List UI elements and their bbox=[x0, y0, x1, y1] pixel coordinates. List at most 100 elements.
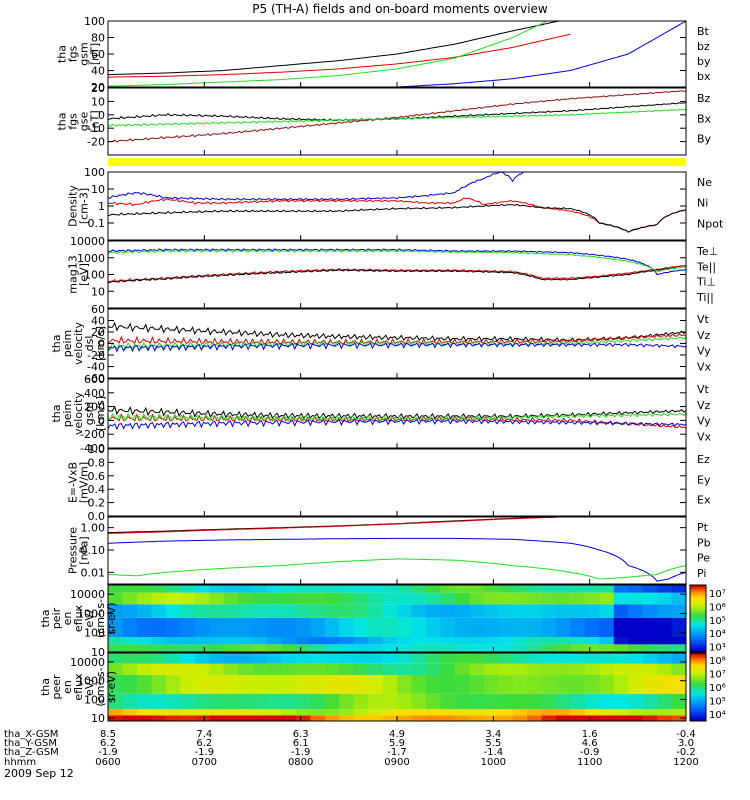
peer-eflux-cell bbox=[440, 693, 456, 710]
peir-eflux-cell bbox=[238, 644, 254, 652]
colorbar-cell bbox=[690, 618, 706, 622]
temperature-line-Te bbox=[108, 264, 686, 283]
peer-eflux-cell bbox=[310, 663, 326, 676]
peer-eflux-cell bbox=[353, 693, 369, 710]
x-tick-label: 6.3 bbox=[293, 729, 309, 740]
peir-eflux-cell bbox=[194, 585, 210, 593]
peer-eflux-cell bbox=[180, 715, 196, 721]
y-tick-label: 10000 bbox=[70, 656, 105, 669]
peir-eflux-cell bbox=[671, 644, 686, 652]
peer-eflux-cell bbox=[642, 693, 658, 710]
peer-eflux-cell bbox=[324, 693, 340, 710]
y-axis-label: thapeerenefluxeV/(cm²-s-sr-eV) bbox=[39, 667, 118, 706]
colorbar-cell bbox=[690, 700, 706, 704]
peir-eflux-cell bbox=[411, 592, 427, 605]
peir-eflux-cell bbox=[310, 592, 326, 605]
peer-eflux-cell bbox=[397, 715, 413, 721]
peer-eflux-cell bbox=[324, 653, 340, 664]
peer-eflux-cell bbox=[382, 663, 398, 676]
legend-label: Pi bbox=[697, 567, 706, 580]
peir-eflux-cell bbox=[151, 644, 167, 652]
peir-eflux-cell bbox=[339, 637, 355, 645]
peer-eflux-cell bbox=[483, 675, 499, 694]
peer-eflux-cell bbox=[281, 693, 297, 710]
peer-eflux-cell bbox=[252, 709, 268, 716]
peir-eflux-cell bbox=[136, 585, 152, 593]
peer-eflux-cell bbox=[368, 715, 384, 721]
peer-eflux-cell bbox=[512, 693, 528, 710]
legend-label: Vt bbox=[697, 313, 710, 326]
peir-eflux-cell bbox=[238, 617, 254, 638]
colorbar-cell bbox=[690, 657, 706, 661]
peer-eflux-cell bbox=[584, 709, 600, 716]
peir-eflux-cell bbox=[483, 644, 499, 652]
y-tick-label: 0.01 bbox=[81, 566, 106, 579]
peir-eflux-cell bbox=[209, 637, 225, 645]
peir-eflux-cell bbox=[151, 617, 167, 638]
peir-eflux-cell bbox=[613, 592, 629, 605]
colorbar-cell bbox=[690, 636, 706, 640]
peir-eflux-cell bbox=[469, 585, 485, 593]
peir-eflux-cell bbox=[194, 637, 210, 645]
legend-label: Ti|| bbox=[696, 291, 714, 304]
peir-eflux-cell bbox=[570, 604, 586, 618]
peir-eflux-colorbar: 10⁷ 10⁶ 10⁵ 10⁴ 10³ bbox=[689, 584, 726, 654]
peir-eflux-cell bbox=[295, 592, 311, 605]
fgs-mag-series bbox=[108, 21, 686, 87]
peer-eflux-cell bbox=[108, 653, 124, 664]
peer-eflux-cell bbox=[151, 715, 167, 721]
peir-eflux-cell bbox=[223, 592, 239, 605]
colorbar-cell bbox=[690, 698, 706, 702]
temperature-series bbox=[108, 248, 686, 284]
efield-frame bbox=[107, 448, 687, 517]
legend-label: Pb bbox=[697, 536, 711, 549]
peir-eflux-cell bbox=[512, 604, 528, 618]
peir-eflux-cell bbox=[469, 637, 485, 645]
peir-eflux-cell bbox=[209, 644, 225, 652]
peir-eflux-cell bbox=[628, 592, 644, 605]
peir-eflux-cell bbox=[527, 604, 543, 618]
peer-eflux-cell bbox=[570, 693, 586, 710]
peer-eflux-cell bbox=[295, 675, 311, 694]
peer-eflux-cell bbox=[339, 715, 355, 721]
peer-eflux-cell bbox=[440, 709, 456, 716]
colorbar-cell bbox=[690, 684, 706, 688]
y-tick-label: 0.2 bbox=[88, 497, 106, 510]
peir-eflux-cell bbox=[671, 637, 686, 645]
peer-eflux-cell bbox=[512, 709, 528, 716]
colorbar-cell bbox=[690, 716, 706, 720]
peer-eflux-cell bbox=[122, 675, 138, 694]
x-tick-label: -1.9 bbox=[98, 747, 118, 758]
y-axis-label: thapeimvelocitydsl[km/s] bbox=[50, 322, 107, 365]
peer-eflux-cell bbox=[628, 709, 644, 716]
peer-eflux-cell bbox=[324, 715, 340, 721]
y-tick-label: 10000 bbox=[70, 235, 105, 248]
x-axis-labels: tha_X-GSMtha_Y-GSMtha_Z-GSMhhmm8.56.2-1.… bbox=[4, 729, 699, 768]
peer-eflux-cell bbox=[440, 653, 456, 664]
peir-eflux-cell bbox=[108, 617, 124, 638]
peir-eflux-cell bbox=[541, 637, 557, 645]
legend-label: Pt bbox=[697, 521, 709, 534]
colorbar-cell bbox=[690, 664, 706, 668]
peer-eflux-cell bbox=[194, 715, 210, 721]
peir-eflux-cell bbox=[252, 617, 268, 638]
peir-eflux-cell bbox=[223, 637, 239, 645]
peir-eflux-cell bbox=[180, 617, 196, 638]
colorbar-cell bbox=[690, 673, 706, 677]
peer-eflux-cell bbox=[266, 663, 282, 676]
peer-eflux-cell bbox=[599, 663, 615, 676]
peer-eflux-cell bbox=[584, 675, 600, 694]
y-tick-label: 60 bbox=[91, 303, 105, 316]
colorbar-cell bbox=[690, 640, 706, 644]
x-tick-label: 3.0 bbox=[678, 738, 694, 749]
peir-eflux-cell bbox=[411, 637, 427, 645]
y-tick-label: 10 bbox=[91, 712, 105, 725]
peer-eflux-cell bbox=[397, 693, 413, 710]
pressure-series bbox=[108, 517, 686, 582]
x-tick-label: -1.7 bbox=[387, 747, 407, 758]
peir-eflux-cell bbox=[368, 604, 384, 618]
colorbar-cell bbox=[690, 705, 706, 708]
y-tick-label: 40 bbox=[91, 315, 105, 328]
peir-eflux-cell bbox=[252, 644, 268, 652]
peir-eflux-cell bbox=[527, 617, 543, 638]
